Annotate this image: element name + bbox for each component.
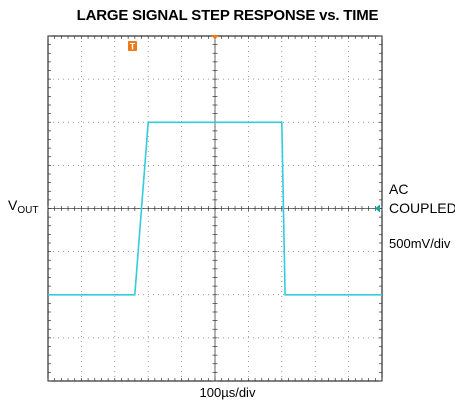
trigger-position-arrow <box>211 35 219 40</box>
trigger-marker-box <box>128 41 137 51</box>
trigger-marker: T <box>128 41 137 52</box>
graticule <box>47 35 383 382</box>
coupling-label-line-2: COUPLED <box>389 200 455 216</box>
time-per-div-label: 100µs/div <box>199 385 256 400</box>
signal-trace <box>48 121 382 296</box>
ground-reference-arrow <box>375 204 380 213</box>
volts-per-div-label: 500mV/div <box>389 236 451 251</box>
trigger-marker-label: T <box>130 42 136 52</box>
coupling-label-line-1: AC <box>389 181 409 197</box>
coupling-label: AC COUPLED <box>389 180 455 218</box>
y-axis-label: VOUT <box>8 197 39 216</box>
chart-title: LARGE SIGNAL STEP RESPONSE vs. TIME <box>76 7 379 24</box>
